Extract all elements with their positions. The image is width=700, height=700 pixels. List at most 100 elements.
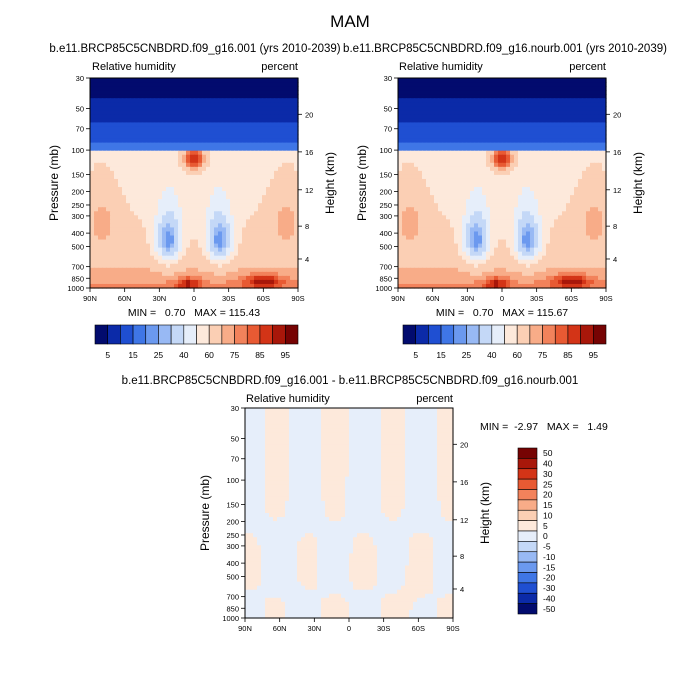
heatmap-cell [442,146,447,152]
heatmap-cell [218,98,223,103]
heatmap-cell [126,86,131,91]
heatmap-cell [462,239,467,245]
heatmap-cell [602,142,607,148]
heatmap-cell [262,122,267,128]
heatmap-cell [114,154,119,160]
heatmap-cell [162,227,167,233]
heatmap-cell [458,106,463,111]
heatmap-cell [138,110,143,115]
heatmap-cell [414,219,419,224]
heatmap-cell [158,118,163,124]
heatmap-cell [538,227,543,233]
heatmap-cell [186,255,191,261]
heatmap-cell [442,231,447,237]
heatmap-cell [274,78,279,83]
heatmap-cell [494,94,499,99]
heatmap-cell [438,94,443,99]
heatmap-cell [402,183,407,188]
heatmap-cell [418,118,423,124]
heatmap-cell [90,110,95,115]
heatmap-cell [602,203,607,208]
heatmap-cell [114,223,119,229]
heatmap-cell [118,207,123,212]
heatmap-cell [258,130,263,136]
heatmap-cell [578,215,583,220]
heatmap-cell [206,122,211,128]
heatmap-cell [598,215,603,220]
heatmap-cell [282,118,287,124]
heatmap-cell [186,183,191,188]
heatmap-cell [114,82,119,87]
heatmap-cell [418,114,423,119]
heatmap-cell [502,183,507,188]
heatmap-cell [114,126,119,132]
heatmap-cell [186,195,191,200]
heatmap-cell [238,78,243,83]
heatmap-cell [226,267,231,273]
heatmap-cell [506,146,511,152]
heatmap-cell [270,122,275,128]
heatmap-cell [538,211,543,216]
heatmap-cell [454,154,459,160]
heatmap-cell [126,215,131,220]
heatmap-cell [166,154,171,160]
heatmap-cell [210,150,215,156]
heatmap-cell [150,247,155,253]
heatmap-cell [122,130,127,136]
heatmap-cell [398,114,403,119]
heatmap-cell [274,283,279,289]
heatmap-cell [194,150,199,156]
heatmap-cell [186,247,191,253]
heatmap-cell [510,178,515,184]
heatmap-cell [238,207,243,212]
heatmap-cell [594,78,599,83]
heatmap-cell [242,174,247,180]
heatmap-cell [574,174,579,180]
heatmap-cell [142,283,147,289]
heatmap-cell [514,207,519,212]
heatmap-cell [430,227,435,233]
heatmap-cell [518,203,523,208]
heatmap-cell [558,158,563,164]
heatmap-cell [458,146,463,152]
heatmap-cell [290,211,295,216]
heatmap-cell [414,227,419,233]
heatmap-cell [278,162,283,168]
heatmap-cell [530,178,535,184]
heatmap-cell [118,86,123,91]
heatmap-cell [590,166,595,172]
heatmap-cell [274,146,279,152]
heatmap-cell [478,178,483,184]
heatmap-cell [282,271,287,277]
heatmap-cell [146,183,151,188]
heatmap-cell [526,134,531,140]
heatmap-cell [218,191,223,196]
heatmap-cell [250,227,255,233]
heatmap-cell [566,90,571,95]
heatmap-cell [590,126,595,132]
heatmap-cell [254,279,259,285]
heatmap-cell [262,195,267,200]
heatmap-cell [278,166,283,172]
heatmap-cell [478,114,483,119]
heatmap-cell [242,247,247,253]
heatmap-cell [222,215,227,220]
heatmap-cell [510,126,515,132]
heatmap-cell [258,178,263,184]
heatmap-cell [106,255,111,261]
heatmap-cell [514,211,519,216]
heatmap-cell [570,86,575,91]
heatmap-cell [454,110,459,115]
heatmap-cell [574,199,579,204]
heatmap-cell [182,183,187,188]
heatmap-cell [418,82,423,87]
heatmap-cell [478,86,483,91]
heatmap-cell [494,134,499,140]
heatmap-cell [190,239,195,245]
heatmap-cell [450,94,455,99]
heatmap-cell [278,82,283,87]
heatmap-cell [294,187,299,192]
heatmap-cell [582,166,587,172]
heatmap-cell [174,118,179,124]
heatmap-cell [530,150,535,156]
